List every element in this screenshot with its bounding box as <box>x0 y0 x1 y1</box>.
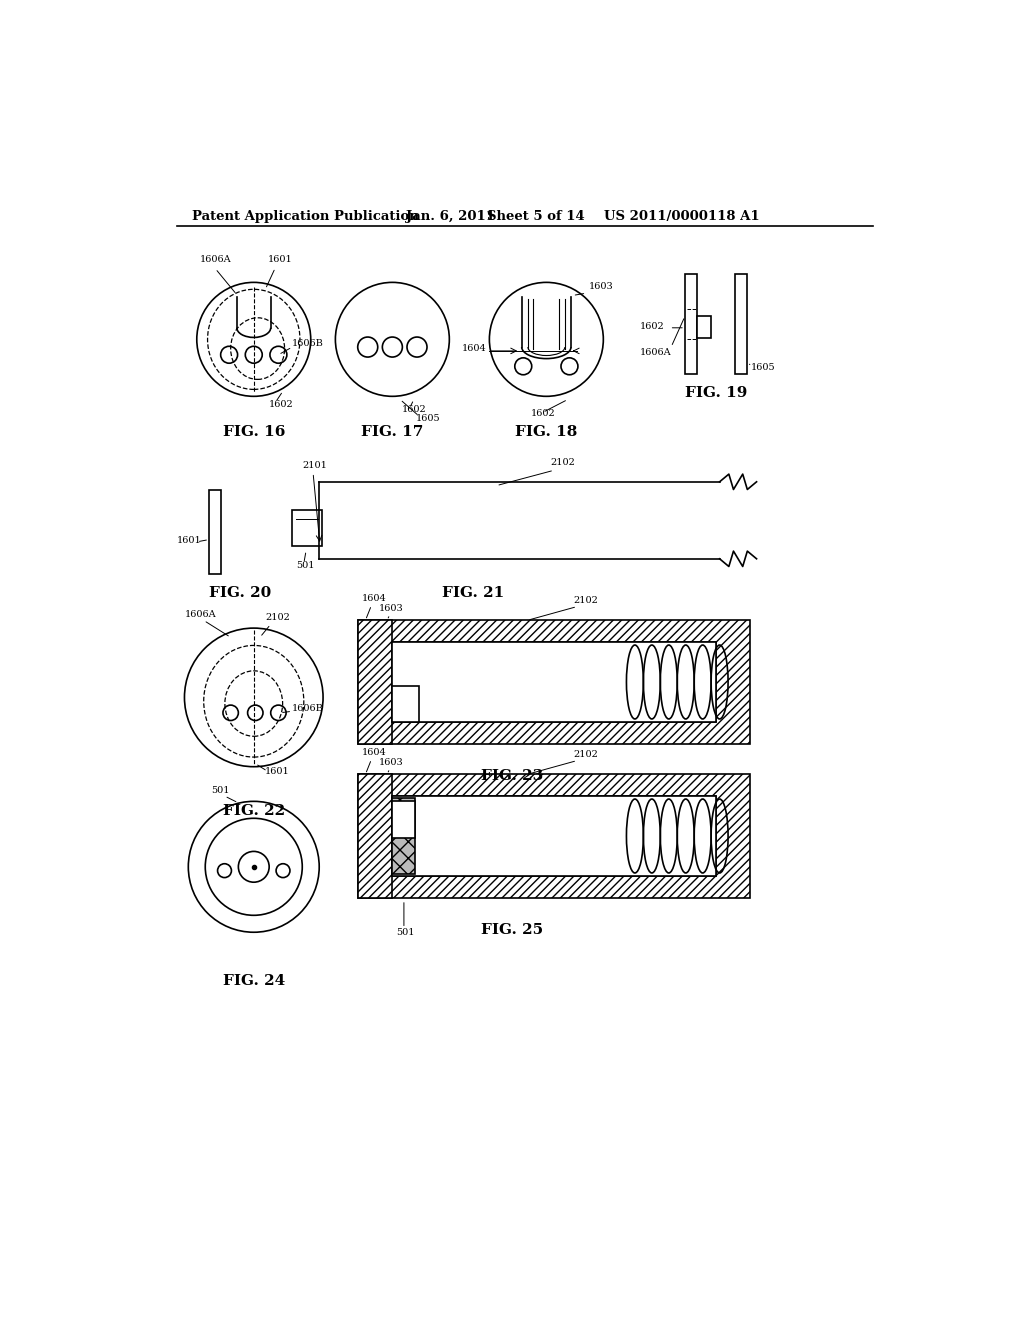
Bar <box>392 796 716 876</box>
Text: 1601: 1601 <box>177 536 202 545</box>
Text: 1602: 1602 <box>640 322 665 331</box>
Text: 1605: 1605 <box>416 414 440 422</box>
Text: 1603: 1603 <box>379 605 404 614</box>
Bar <box>392 642 716 722</box>
Text: FIG. 22: FIG. 22 <box>222 804 285 818</box>
Bar <box>357 620 392 743</box>
Bar <box>392 799 416 874</box>
Text: 1606A: 1606A <box>200 255 231 264</box>
Bar <box>392 800 416 838</box>
Text: 1603: 1603 <box>379 758 404 767</box>
Text: 501: 501 <box>211 785 230 795</box>
Text: 2101: 2101 <box>302 461 327 470</box>
Text: 1601: 1601 <box>265 767 290 776</box>
Text: 1603: 1603 <box>589 282 613 292</box>
Text: FIG. 24: FIG. 24 <box>222 974 285 987</box>
Text: Patent Application Publication: Patent Application Publication <box>193 210 419 223</box>
Text: Jan. 6, 2011: Jan. 6, 2011 <box>407 210 496 223</box>
Text: FIG. 21: FIG. 21 <box>442 586 505 601</box>
Text: FIG. 23: FIG. 23 <box>480 770 543 783</box>
Bar <box>735 275 748 374</box>
Bar <box>357 620 751 743</box>
Text: 1602: 1602 <box>269 400 294 409</box>
Bar <box>209 490 220 574</box>
Text: FIG. 18: FIG. 18 <box>515 425 578 438</box>
Text: FIG. 25: FIG. 25 <box>480 923 543 937</box>
Text: US 2011/0000118 A1: US 2011/0000118 A1 <box>604 210 760 223</box>
Bar <box>392 642 716 722</box>
Text: 1602: 1602 <box>401 405 426 414</box>
Text: 2102: 2102 <box>573 751 598 759</box>
Bar <box>392 686 419 722</box>
Bar <box>392 796 716 876</box>
Bar <box>685 275 697 374</box>
Text: 1602: 1602 <box>531 409 556 418</box>
Text: 1601: 1601 <box>267 255 293 264</box>
Text: 2102: 2102 <box>265 614 290 623</box>
Text: 1604: 1604 <box>361 748 386 758</box>
Text: FIG. 16: FIG. 16 <box>222 425 285 438</box>
Bar <box>392 642 716 722</box>
Bar <box>357 775 751 898</box>
Text: 1606B: 1606B <box>292 705 325 713</box>
Text: 501: 501 <box>396 928 415 937</box>
Text: 1604: 1604 <box>462 345 486 352</box>
Text: 1604: 1604 <box>361 594 386 603</box>
Bar <box>392 796 716 876</box>
Bar <box>357 775 392 898</box>
Text: 2102: 2102 <box>573 597 598 606</box>
Text: 1606B: 1606B <box>292 338 325 347</box>
Bar <box>697 317 711 338</box>
Text: Sheet 5 of 14: Sheet 5 of 14 <box>487 210 585 223</box>
Text: FIG. 20: FIG. 20 <box>209 586 271 601</box>
Text: 1606A: 1606A <box>184 610 216 619</box>
Bar <box>292 510 322 546</box>
Text: FIG. 17: FIG. 17 <box>361 425 424 438</box>
Text: 501: 501 <box>296 561 314 570</box>
Bar <box>392 796 716 876</box>
Text: 1606A: 1606A <box>640 347 672 356</box>
Text: 2102: 2102 <box>550 458 575 467</box>
Text: 1605: 1605 <box>751 363 775 372</box>
Text: FIG. 19: FIG. 19 <box>685 387 746 400</box>
